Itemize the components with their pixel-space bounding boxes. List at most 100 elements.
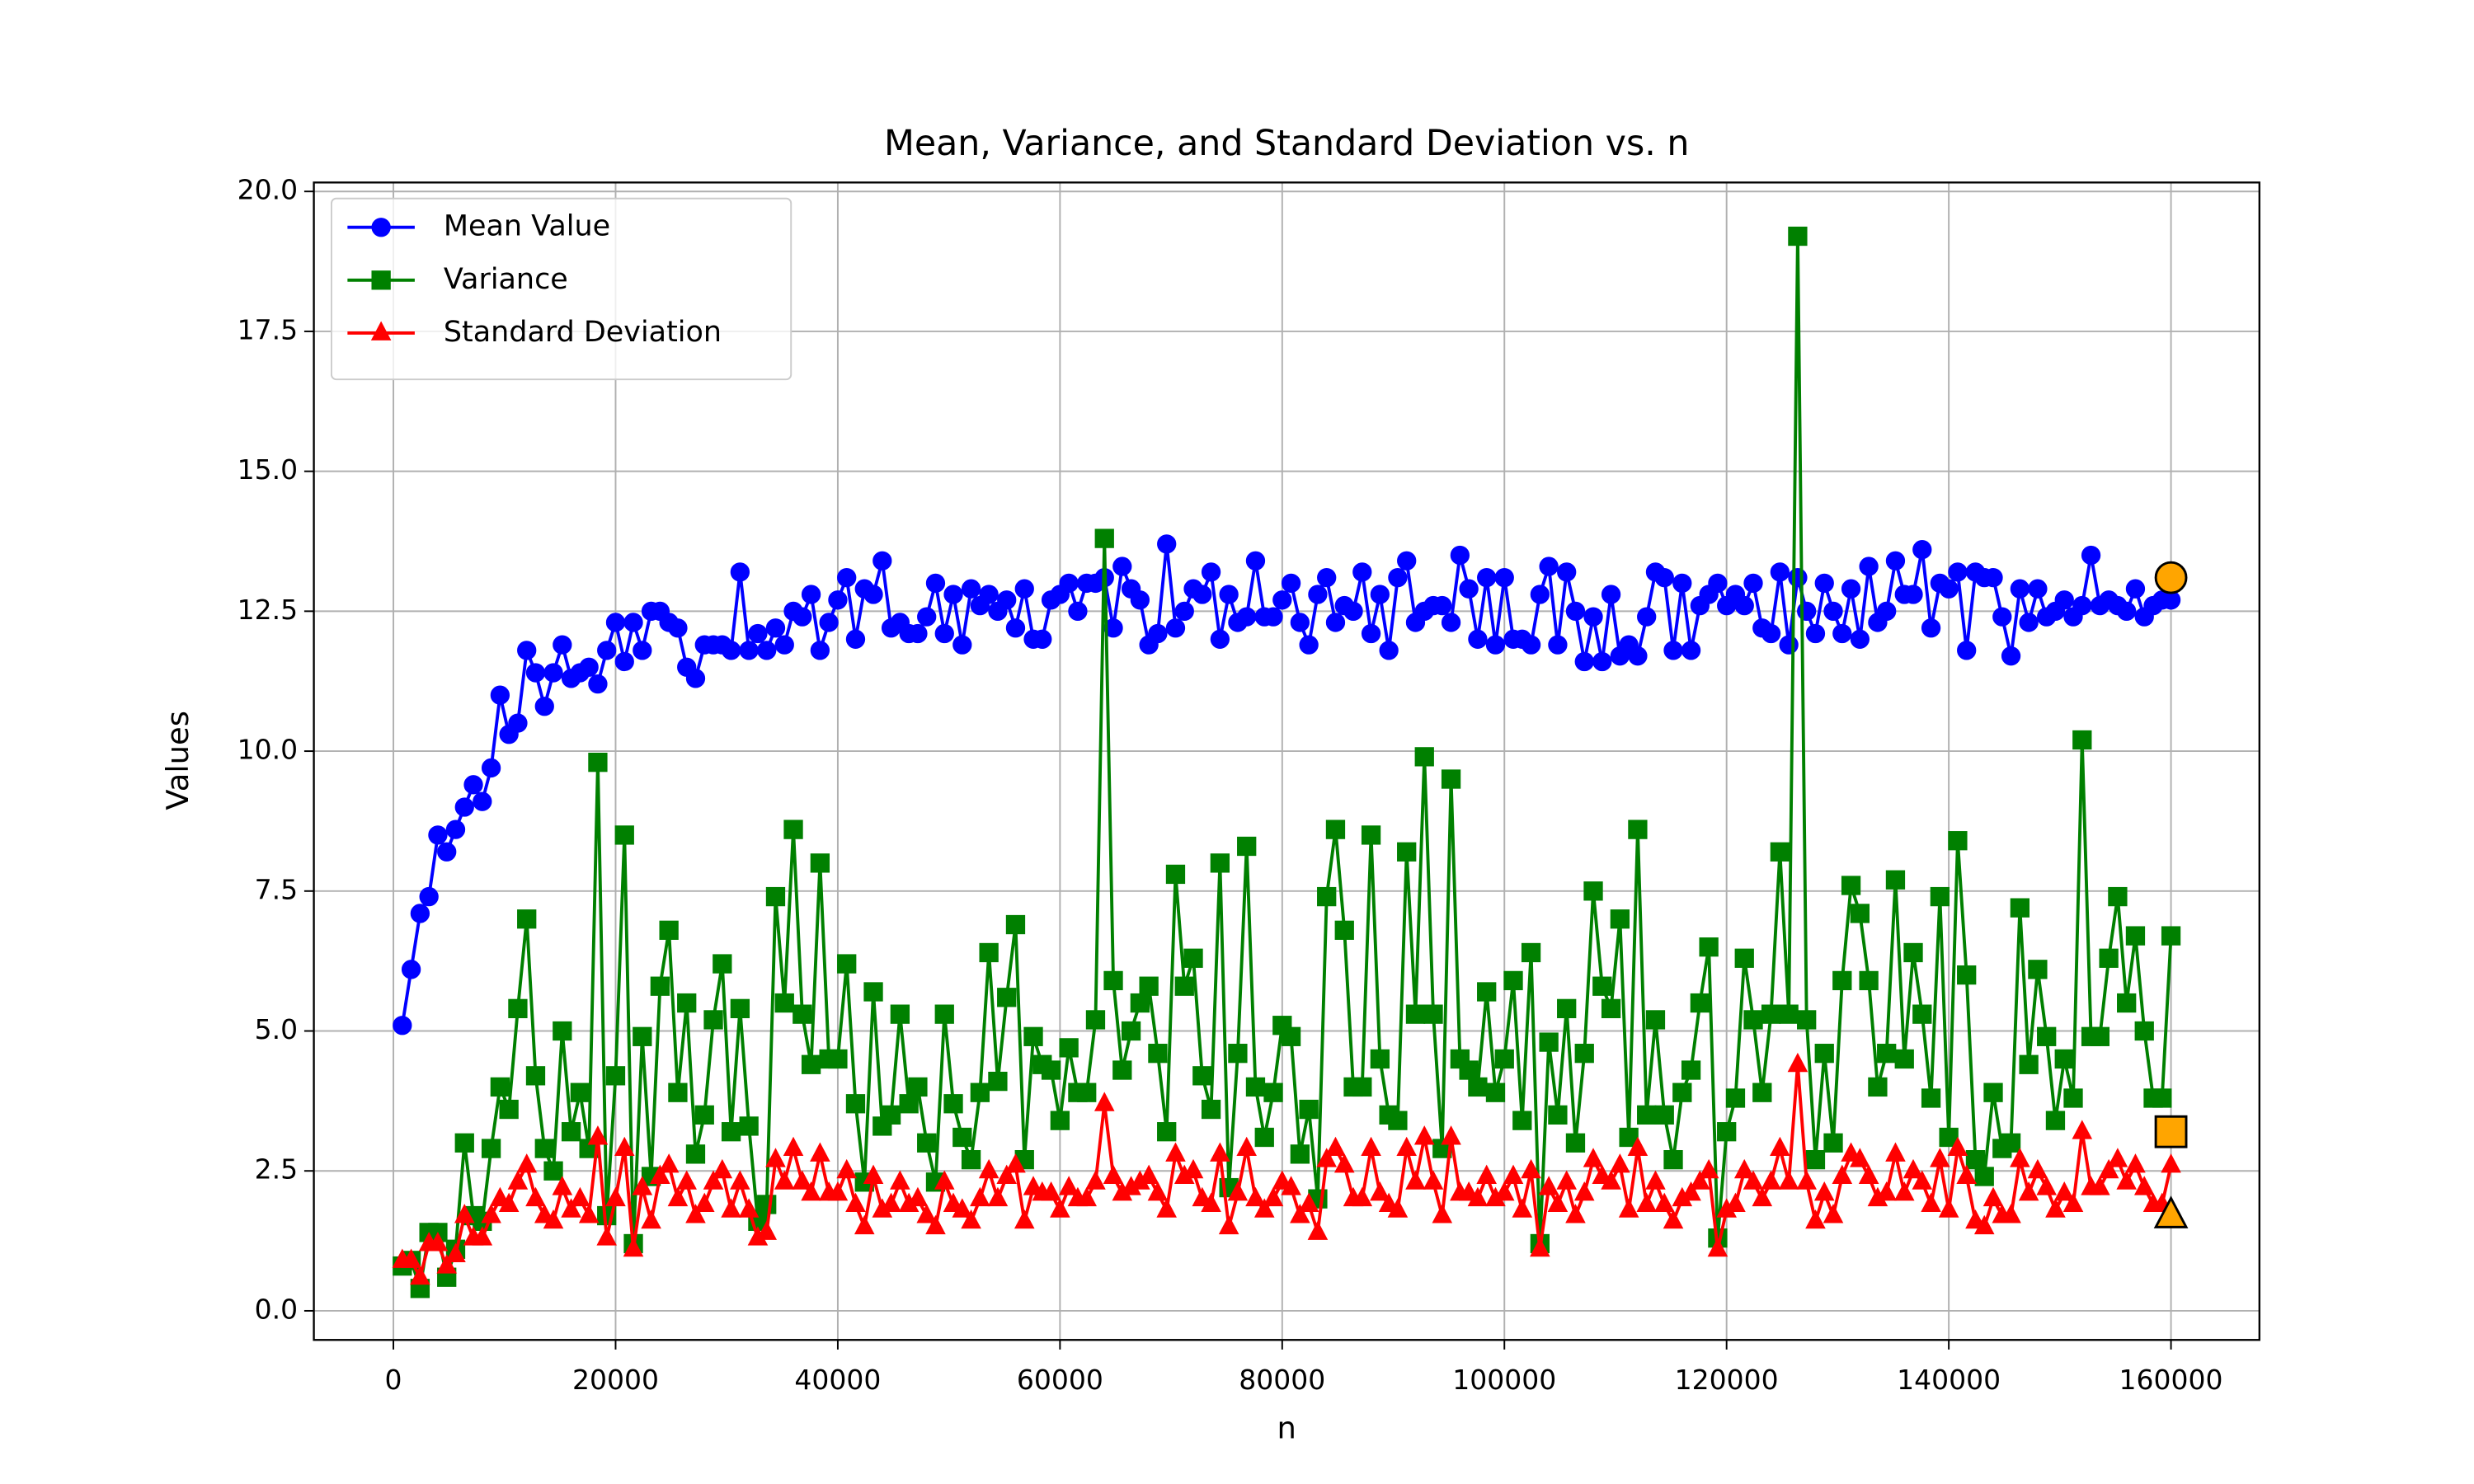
- data-point: [2001, 646, 2021, 666]
- x-tick-label: 80000: [1239, 1364, 1325, 1396]
- data-point: [774, 993, 794, 1013]
- data-point: [2019, 1054, 2039, 1074]
- data-point: [756, 1220, 777, 1240]
- data-point: [1005, 914, 1026, 935]
- data-point: [1893, 1181, 1915, 1201]
- legend-label: Standard Deviation: [444, 316, 722, 349]
- data-point: [863, 982, 883, 1002]
- data-point: [1813, 1181, 1835, 1201]
- data-point: [1423, 1170, 1444, 1190]
- data-point: [1494, 567, 1514, 588]
- legend-marker: [371, 218, 391, 237]
- data-point: [685, 669, 706, 688]
- data-point: [1982, 1186, 2004, 1207]
- data-point: [1210, 1142, 1230, 1162]
- data-point: [508, 713, 528, 733]
- data-point: [614, 825, 634, 845]
- data-point: [908, 1077, 928, 1097]
- data-point: [810, 853, 830, 873]
- data-point: [1298, 1192, 1319, 1212]
- data-point: [1477, 982, 1497, 1002]
- data-point: [1361, 825, 1381, 845]
- data-point: [774, 635, 794, 655]
- data-point: [588, 753, 608, 773]
- data-point: [543, 1161, 563, 1181]
- data-point: [1539, 1032, 1559, 1052]
- data-point: [721, 1198, 741, 1218]
- data-point: [2117, 601, 2137, 622]
- data-point: [845, 1192, 866, 1212]
- data-point: [1628, 646, 1648, 666]
- data-point: [667, 1186, 689, 1207]
- data-point: [801, 1054, 821, 1074]
- data-point: [2134, 1021, 2154, 1041]
- data-point: [1787, 1052, 1808, 1073]
- data-point: [943, 1094, 963, 1114]
- data-point: [1574, 651, 1594, 672]
- data-point: [1023, 1026, 1043, 1046]
- data-point: [979, 585, 999, 604]
- data-point: [1059, 1038, 1079, 1058]
- data-point: [1565, 1204, 1586, 1223]
- data-point: [1725, 1192, 1746, 1212]
- data-point: [685, 1144, 706, 1164]
- data-point: [1441, 769, 1461, 789]
- data-point: [2037, 1026, 2057, 1046]
- data-point: [2062, 1192, 2084, 1212]
- data-point: [677, 993, 697, 1013]
- data-point: [1885, 551, 1906, 571]
- data-point: [445, 1242, 466, 1263]
- data-point: [1459, 1060, 1479, 1080]
- data-point: [1494, 1049, 1514, 1069]
- data-point: [1921, 1088, 1941, 1108]
- data-point: [1281, 1026, 1301, 1046]
- data-point: [1645, 1010, 1666, 1030]
- legend-box: [330, 197, 793, 381]
- data-point: [2116, 1170, 2137, 1190]
- data-point: [1405, 1004, 1426, 1024]
- data-point: [1805, 623, 1826, 644]
- data-point: [1877, 601, 1897, 622]
- data-point: [463, 775, 483, 795]
- data-point: [1717, 1122, 1737, 1142]
- data-point: [1236, 1136, 1257, 1157]
- data-point: [1050, 1198, 1070, 1218]
- data-point: [970, 1082, 990, 1102]
- data-point: [1761, 623, 1781, 644]
- data-point: [1521, 1158, 1541, 1179]
- data-point: [570, 1186, 590, 1207]
- data-point: [1005, 1153, 1026, 1173]
- data-point: [419, 886, 439, 907]
- data-point: [1637, 1105, 1657, 1125]
- data-point: [1317, 886, 1337, 907]
- y-tick-label: 17.5: [238, 313, 298, 345]
- data-point: [1201, 1192, 1221, 1212]
- data-point: [1130, 590, 1150, 610]
- data-point: [1450, 545, 1470, 566]
- data-point: [1868, 1077, 1888, 1097]
- x-tick-label: 40000: [794, 1364, 881, 1396]
- data-point: [1574, 1044, 1594, 1064]
- data-point: [1148, 1044, 1168, 1064]
- data-point: [2018, 1181, 2039, 1201]
- data-point: [596, 1226, 617, 1246]
- data-point: [1156, 1198, 1177, 1218]
- data-point: [1094, 528, 1114, 548]
- y-tick-label: 15.0: [238, 453, 298, 486]
- data-point: [1503, 970, 1523, 991]
- data-point: [1823, 1133, 1843, 1153]
- y-tick-label: 5.0: [255, 1013, 298, 1045]
- data-point: [401, 960, 421, 979]
- data-point: [445, 819, 466, 839]
- data-point: [579, 657, 599, 677]
- data-point: [393, 1016, 412, 1036]
- data-point: [498, 1192, 520, 1212]
- data-point: [2054, 590, 2074, 610]
- data-point: [517, 909, 537, 929]
- data-point: [1405, 1170, 1426, 1190]
- data-point: [1654, 567, 1674, 588]
- data-point: [1325, 1136, 1346, 1157]
- data-point: [1272, 590, 1292, 610]
- data-point: [1032, 629, 1052, 649]
- data-point: [1814, 573, 1834, 594]
